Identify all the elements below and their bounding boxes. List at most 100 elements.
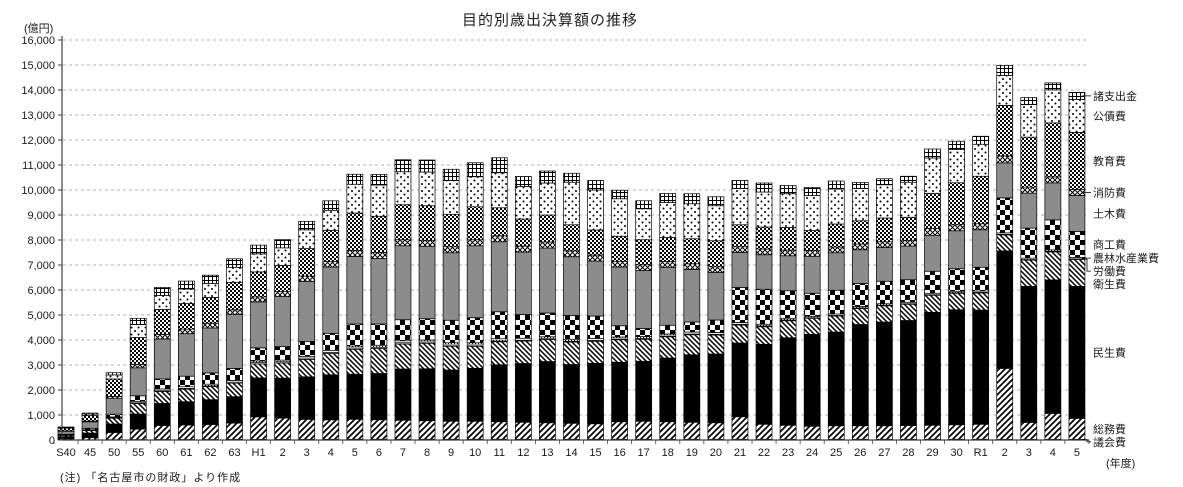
axes-group [53,36,1090,444]
y-tick-label: 5,000 [27,310,55,322]
bar-segment-shoukou [466,317,484,344]
x-tick-label: 7 [400,447,406,459]
bar-segment-kyouiku [202,297,219,324]
bar-segment-eisei [514,340,532,364]
bar-segment-minsei [178,401,195,426]
x-tick-label: 62 [204,447,216,459]
bar-segment-kousai [202,283,219,298]
x-tick-label: 50 [108,447,120,459]
bar-segment-shoukou [105,413,123,418]
legend-label-soumu: 総務費 [1093,422,1126,436]
bar-segment-minsei [876,321,893,427]
bar-segment-shoukou [659,324,677,335]
bar-segment-doboku [81,421,99,429]
bar-segment-minsei [1020,286,1038,423]
bar-segment-minsei [900,320,917,426]
bar-segment-shoukou [226,368,243,381]
y-tick-label: 3,000 [27,360,55,372]
bar-segment-kyouiku [370,215,388,253]
bar-segment-minsei [707,353,725,424]
bar-segment-kousai [250,253,267,273]
bar-segment-soumu [611,421,628,440]
bar-segment-soumu [202,424,219,440]
bar-segment-soumu [298,418,316,440]
bar-segment-kousai [105,374,123,380]
bar-segment-shoukou [442,319,460,344]
bar-segment-kousai [827,188,845,225]
bar-segment-shoukou [394,319,412,342]
bar-segment-shoukou [803,292,821,317]
bar-segment-minsei [1044,279,1062,414]
y-tick-label: 9,000 [27,210,55,222]
bar-segment-minsei [274,377,291,419]
bar-segment-kyouiku [996,105,1014,157]
bar-segment-kousai [972,143,990,177]
bar-segment-shoshutsu [803,187,821,196]
bar-segment-eisei [81,430,99,434]
bar-segment-kyouiku [1044,122,1062,178]
bar-segment-kousai [611,198,628,237]
y-tick-label: 16,000 [21,35,55,47]
source-note: (注) 「名古屋市の財政」より作成 [60,472,242,484]
x-tick-label: 23 [782,447,794,459]
bar-segment-kyouiku [539,214,556,243]
bar-segment-kyouiku [731,224,749,248]
bar-segment-shoshutsu [442,168,460,181]
bar-segment-soumu [876,425,893,440]
bar-segment-eisei [202,386,219,401]
bar-segment-shoshutsu [81,412,99,415]
bar-segment-kousai [442,180,460,215]
bar-segment-doboku [466,245,484,319]
bar-segment-eisei [876,305,893,323]
bar-segment-soumu [779,424,797,440]
legend-label-minsei: 民生費 [1093,345,1126,359]
bar-segment-doboku [1020,192,1038,229]
bar-segment-shoubou [948,224,965,232]
bar-segment-doboku [394,245,412,321]
bar-segment-soumu [731,416,749,440]
legend-label-roudou: 労働費 [1093,264,1126,278]
bar-segment-shoubou [514,245,532,253]
bar-segment-shoshutsu [1044,82,1062,91]
bar-segment-kousai [659,202,677,238]
bar-segment-minsei [514,363,532,423]
y-tick-label: 7,000 [27,260,55,272]
bar-segment-shoukou [514,314,532,339]
bar-segment-soumu [900,425,917,440]
bar-segment-eisei [996,234,1014,252]
bar-segment-shoshutsu [851,182,869,189]
x-tick-label: 10 [469,447,481,459]
bar-segment-shoshutsu [587,180,604,191]
bar-segment-shoshutsu [900,175,917,183]
bar-segment-minsei [996,250,1014,369]
bar-segment-shoukou [1020,227,1038,259]
bar-segment-kousai [587,189,604,231]
bar-segment-kousai [635,208,653,241]
bar-segment-kousai [996,75,1014,106]
bar-segment-minsei [250,377,267,418]
legend-label-shoubou: 消防費 [1093,185,1126,199]
bar-segment-shoshutsu [779,185,797,195]
legend-label-kyouiku: 教育費 [1093,154,1126,168]
bar-segment-soumu [827,425,845,440]
bar-segment-kyouiku [226,281,243,311]
bar-segment-minsei [202,399,219,425]
bar-segment-soumu [346,418,364,440]
bar-segment-kyouiku [57,427,75,432]
bar-segment-kyouiku [827,223,845,248]
bar-segment-soumu [803,425,821,440]
bar-segment-eisei [442,345,460,371]
axis-labels-group: 0 1,000 2,000 3,000 4,000 5,000 6,000 7,000 8,00… [21,35,1080,459]
bar-segment-kyouiku [490,207,508,237]
bar-segment-kyouiku [1020,136,1038,188]
bar-segment-shoshutsu [563,172,580,183]
bar-segment-kousai [779,193,797,228]
bar-segment-kyouiku [105,378,123,397]
x-tick-label: 27 [878,447,890,459]
bar-segment-minsei [539,361,556,424]
bar-segment-shoukou [876,280,893,305]
bar-segment-shoukou [418,318,436,341]
bar-segment-kousai [803,195,821,231]
bar-segment-kousai [153,295,171,310]
